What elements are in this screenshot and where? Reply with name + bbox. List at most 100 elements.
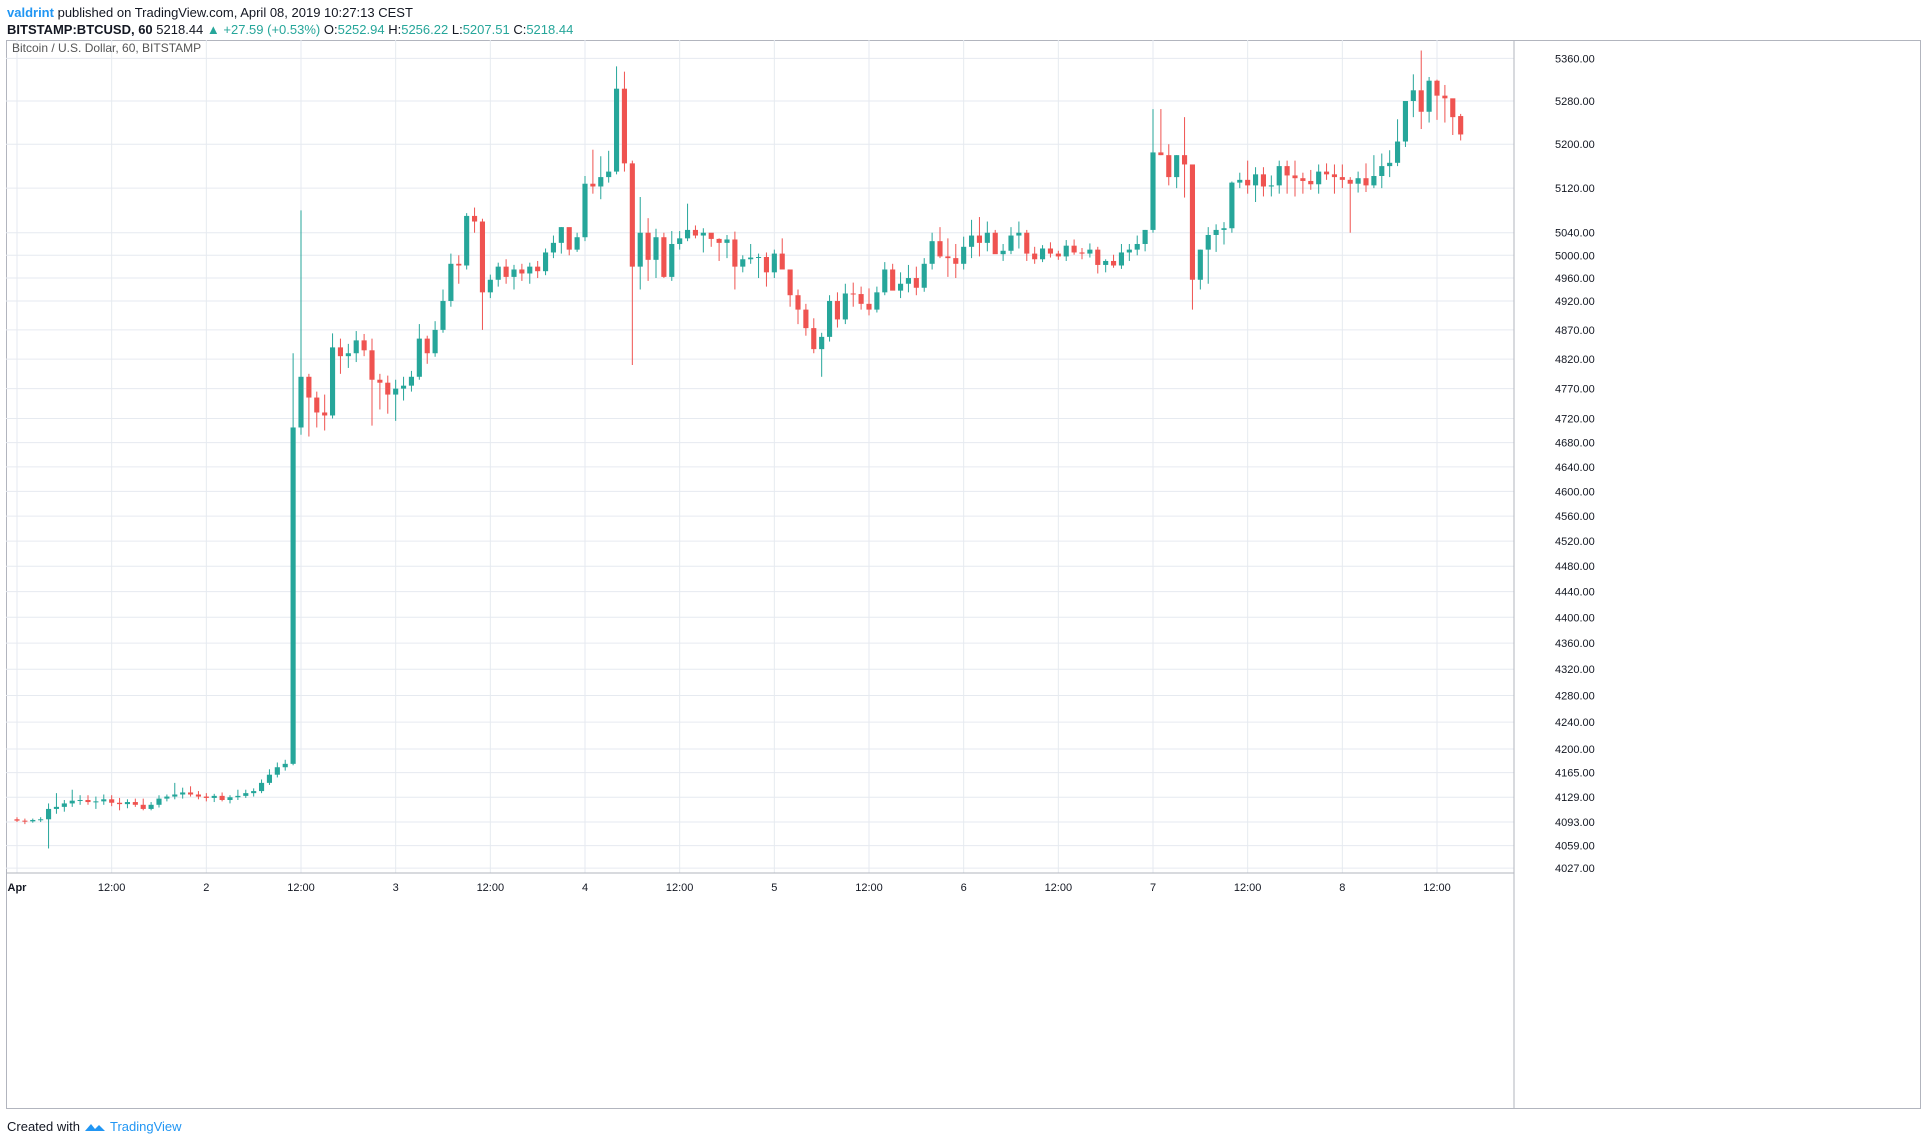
open-label: O: xyxy=(323,22,338,37)
candle-body xyxy=(408,376,415,386)
candle-body xyxy=(187,792,194,795)
candle-body xyxy=(1308,180,1314,185)
candle-body xyxy=(882,269,888,293)
candle-body xyxy=(535,266,541,272)
candle-body xyxy=(416,338,422,377)
candle-body xyxy=(77,799,83,801)
candle-body xyxy=(353,340,359,354)
candle-body xyxy=(164,796,170,799)
author-link[interactable]: valdrint xyxy=(7,5,54,20)
candle-body xyxy=(101,799,107,802)
candle-body xyxy=(432,329,438,354)
candle-body xyxy=(1252,174,1259,186)
candle-body xyxy=(740,259,746,267)
candle-body xyxy=(1450,98,1456,118)
close-label: C: xyxy=(513,22,527,37)
candle-body xyxy=(487,279,493,293)
candle-body xyxy=(1276,166,1282,186)
candle-body xyxy=(345,353,351,357)
candle-body xyxy=(637,232,643,267)
candle-body xyxy=(771,253,777,273)
candle-body xyxy=(1039,248,1046,260)
candle-body xyxy=(132,802,138,805)
candle-body xyxy=(1316,171,1322,185)
y-tick-label: 4920.00 xyxy=(1555,296,1595,308)
candle-body xyxy=(1166,155,1172,178)
candle-body xyxy=(795,295,801,310)
open-value: 5252.94 xyxy=(337,22,385,37)
candle-body xyxy=(1410,90,1416,102)
y-tick-label: 4870.00 xyxy=(1555,325,1595,337)
low-label: L: xyxy=(451,22,463,37)
candle-body xyxy=(172,794,178,797)
x-tick-label: 12:00 xyxy=(287,882,315,894)
candle-body xyxy=(1142,229,1148,244)
candle-body xyxy=(1331,174,1338,178)
tradingview-brand-link[interactable]: TradingView xyxy=(109,1119,182,1134)
candle-body xyxy=(124,802,131,805)
candle-body xyxy=(724,239,730,243)
candle-body xyxy=(984,232,990,243)
y-tick-label: 4093.00 xyxy=(1555,817,1595,829)
y-tick-label: 5360.00 xyxy=(1555,53,1595,65)
candle-body xyxy=(669,243,675,277)
candle-body xyxy=(629,163,635,267)
candle-body xyxy=(1197,249,1203,280)
y-tick-label: 4440.00 xyxy=(1555,587,1595,599)
candle-body xyxy=(1371,175,1377,186)
candle-body xyxy=(1442,95,1448,99)
price-change: ▲ +27.59 (+0.53%) xyxy=(206,22,321,37)
candle-body xyxy=(1387,162,1393,167)
candle-body xyxy=(69,800,75,804)
y-tick-label: 5040.00 xyxy=(1555,228,1595,240)
candle-body xyxy=(140,804,146,809)
candle-body xyxy=(1103,260,1109,265)
candle-body xyxy=(495,266,501,280)
candle-body xyxy=(566,227,572,250)
candle-body xyxy=(527,266,533,274)
candle-body xyxy=(1221,228,1227,230)
chart-title: Bitcoin / U.S. Dollar, 60, BITSTAMP xyxy=(12,41,201,55)
candle-body xyxy=(1158,152,1164,156)
y-tick-label: 5200.00 xyxy=(1555,139,1595,151)
candle-body xyxy=(1181,155,1188,165)
candle-body xyxy=(1016,232,1022,236)
candle-body xyxy=(1458,116,1464,135)
candle-body xyxy=(842,293,848,320)
candle-body xyxy=(1260,174,1267,187)
candle-body xyxy=(1418,90,1424,112)
candle-body xyxy=(1300,178,1306,181)
y-tick-label: 5000.00 xyxy=(1555,250,1595,262)
y-tick-label: 4600.00 xyxy=(1555,486,1595,498)
candle-body xyxy=(803,309,809,329)
y-tick-label: 4129.00 xyxy=(1555,792,1595,804)
y-tick-label: 4960.00 xyxy=(1555,273,1595,285)
candle-body xyxy=(905,278,912,284)
candle-body xyxy=(937,241,943,257)
candle-body xyxy=(258,782,265,792)
y-tick-label: 4520.00 xyxy=(1555,536,1595,548)
candle-body xyxy=(953,258,959,264)
candle-body xyxy=(763,256,770,273)
candle-body xyxy=(716,238,722,243)
candle-body xyxy=(440,300,446,330)
candle-body xyxy=(1063,245,1069,257)
candle-body xyxy=(779,253,785,270)
y-tick-label: 4027.00 xyxy=(1555,863,1595,875)
candle-body xyxy=(708,232,714,239)
symbol-label: BITSTAMP:BTCUSD, 60 xyxy=(7,22,153,37)
y-tick-label: 4320.00 xyxy=(1555,664,1595,676)
candle-body xyxy=(1292,175,1298,179)
y-tick-label: 4165.00 xyxy=(1555,768,1595,780)
x-tick-label: 6 xyxy=(961,882,967,894)
candlestick-chart[interactable]: 5360.00 5280.00 5200.00 5120.00 5040.00 5000.… xyxy=(6,40,1921,1109)
published-text: published on TradingView.com, April 08, … xyxy=(57,5,413,20)
candle-body xyxy=(1379,166,1385,176)
candle-body xyxy=(14,819,20,821)
candle-body xyxy=(929,241,935,264)
candle-body xyxy=(582,183,588,238)
candle-body xyxy=(282,763,288,768)
candle-body xyxy=(1434,80,1440,96)
candle-body xyxy=(558,227,564,243)
candle-body xyxy=(574,237,580,250)
